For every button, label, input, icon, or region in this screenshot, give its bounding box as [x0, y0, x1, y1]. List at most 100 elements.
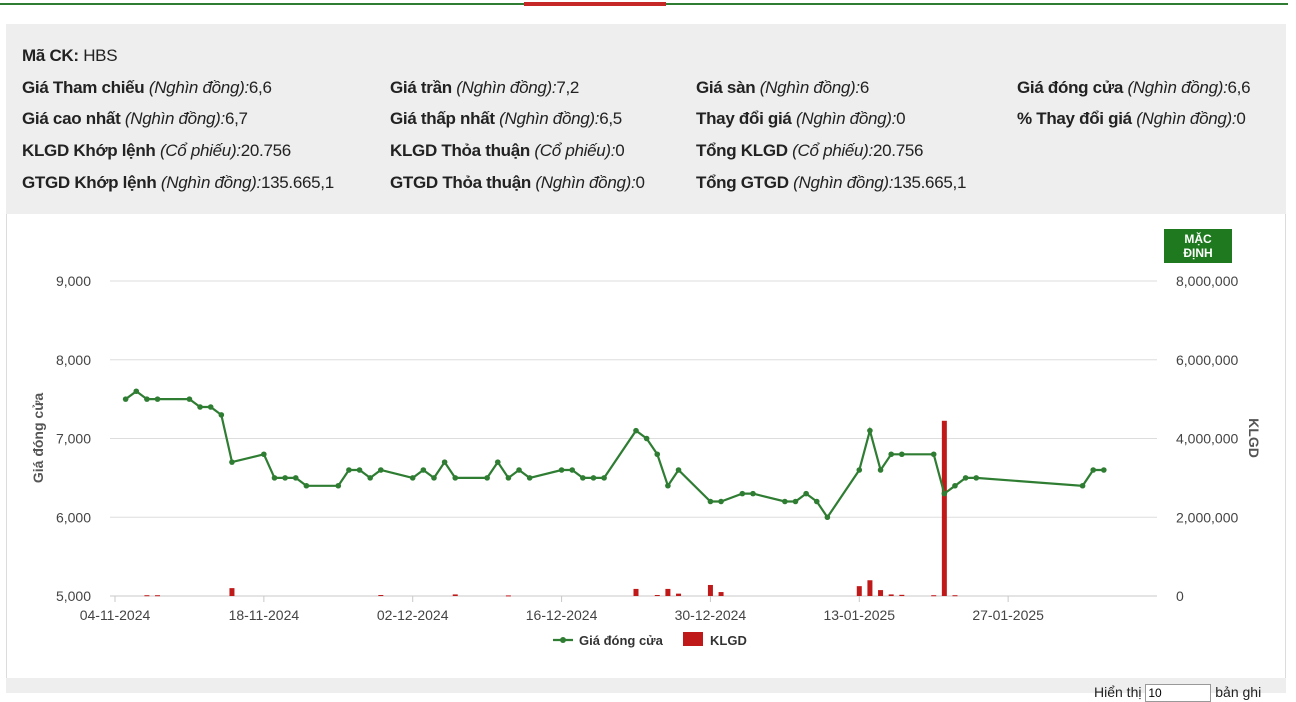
right-tick-label: 6,000,000 [1176, 352, 1238, 368]
info-value: 0 [1236, 109, 1246, 128]
info-item: Giá cao nhất (Nghìn đồng):6,7 [22, 109, 248, 129]
left-tick-label: 6,000 [56, 509, 91, 525]
chart-legend: Giá đóng cửa KLGD [553, 632, 747, 648]
info-value: 0 [615, 141, 625, 160]
left-axis-title: Giá đóng cửa [30, 393, 46, 483]
volume-bar [505, 595, 511, 597]
price-point [218, 412, 225, 418]
volume-bar [378, 595, 384, 597]
left-tick-label: 8,000 [56, 352, 91, 368]
price-point [718, 498, 724, 505]
volume-bar [452, 594, 458, 596]
info-item: GTGD Khớp lệnh (Nghìn đồng):135.665,1 [22, 173, 334, 193]
price-point [813, 498, 820, 505]
price-point [207, 404, 214, 410]
info-value: 135.665,1 [893, 173, 967, 192]
legend-line-marker [560, 637, 566, 643]
price-point [580, 475, 586, 481]
price-point [962, 475, 969, 481]
price-point [346, 467, 352, 473]
info-label: Thay đổi giá [696, 109, 792, 128]
page-size-input[interactable] [1145, 684, 1212, 702]
info-label: Giá cao nhất [22, 109, 121, 128]
volume-bar [654, 595, 660, 597]
info-value: 6,7 [224, 109, 248, 128]
info-unit: (Cổ phiếu): [159, 141, 241, 160]
info-unit: (Nghìn đồng): [793, 173, 894, 192]
info-value: 6,5 [599, 109, 622, 128]
info-unit: (Nghìn đồng): [1127, 78, 1228, 97]
price-point [378, 467, 384, 473]
price-point [941, 490, 948, 497]
price-point [271, 475, 278, 481]
price-point [282, 475, 288, 481]
left-tick-label: 9,000 [56, 273, 91, 289]
info-value: 6,6 [248, 78, 272, 97]
price-point [601, 475, 607, 481]
info-label: Giá trần [390, 78, 452, 97]
price-point [431, 475, 437, 481]
volume-bar [856, 586, 862, 596]
x-tick-label: 02-12-2024 [377, 607, 449, 623]
info-value: 6,6 [1227, 78, 1251, 97]
info-value: 0 [896, 109, 906, 128]
default-view-button[interactable]: MẶC ĐỊNH [1164, 229, 1232, 263]
info-value: 0 [635, 173, 645, 192]
price-point [229, 459, 235, 465]
price-point [643, 435, 650, 442]
price-point [930, 451, 937, 458]
info-value: 7,2 [556, 78, 580, 97]
info-unit: (Nghìn đồng): [148, 78, 249, 97]
price-point [952, 482, 958, 489]
info-unit: (Nghìn đồng): [535, 173, 636, 192]
pagination-bar [6, 678, 1286, 693]
price-point [133, 388, 140, 395]
volume-bar [941, 420, 947, 596]
volume-bar [229, 588, 235, 596]
price-point [899, 451, 905, 458]
info-unit: (Cổ phiếu): [792, 141, 873, 160]
info-item: Giá thấp nhất (Nghìn đồng):6,5 [390, 109, 622, 129]
price-point [707, 498, 714, 505]
legend-bar-swatch [683, 632, 703, 646]
price-point [867, 427, 873, 434]
info-label: % Thay đổi giá [1017, 109, 1132, 128]
chart-grid [110, 280, 1157, 597]
stock-code-label: Mã CK: [22, 46, 79, 65]
x-tick-label: 16-12-2024 [526, 607, 598, 623]
right-tick-label: 8,000,000 [1176, 273, 1238, 289]
stock-code-value: HBS [83, 46, 118, 65]
left-tick-label: 5,000 [56, 588, 91, 604]
right-axis-title: KLGD [1246, 418, 1262, 458]
info-unit: (Nghìn đồng): [456, 78, 557, 97]
right-tick-label: 0 [1176, 588, 1184, 604]
price-point [452, 475, 459, 481]
info-unit: (Nghìn đồng): [124, 109, 225, 128]
stock-info-section [6, 24, 1286, 214]
volume-bar [952, 595, 958, 597]
info-value: 6 [859, 78, 869, 97]
price-point [186, 396, 193, 402]
legend-price-label: Giá đóng cửa [579, 633, 664, 648]
price-point [1079, 482, 1086, 489]
info-value: 20.756 [872, 141, 924, 160]
info-label: Giá sàn [696, 78, 756, 97]
price-point [441, 459, 448, 465]
price-point [122, 396, 129, 402]
info-item: Giá đóng cửa (Nghìn đồng):6,6 [1017, 78, 1251, 98]
price-point [356, 467, 363, 473]
x-axis: 04-11-2024 18-11-2024 02-12-2024 16-12-2024… [80, 596, 1044, 623]
info-item: GTGD Thỏa thuận (Nghìn đồng):0 [390, 173, 645, 193]
info-value: 135.665,1 [260, 173, 334, 192]
price-point [197, 404, 203, 410]
info-label: GTGD Thỏa thuận [390, 173, 531, 192]
info-unit: (Nghìn đồng): [499, 109, 600, 128]
price-point [494, 459, 501, 465]
price-point [484, 475, 490, 481]
info-item: Giá Tham chiếu (Nghìn đồng):6,6 [22, 78, 272, 98]
price-point [303, 482, 310, 489]
price-point [420, 467, 427, 473]
volume-bar [931, 595, 937, 597]
info-item: Giá trần (Nghìn đồng):7,2 [390, 78, 579, 98]
right-tick-label: 4,000,000 [1176, 431, 1238, 447]
